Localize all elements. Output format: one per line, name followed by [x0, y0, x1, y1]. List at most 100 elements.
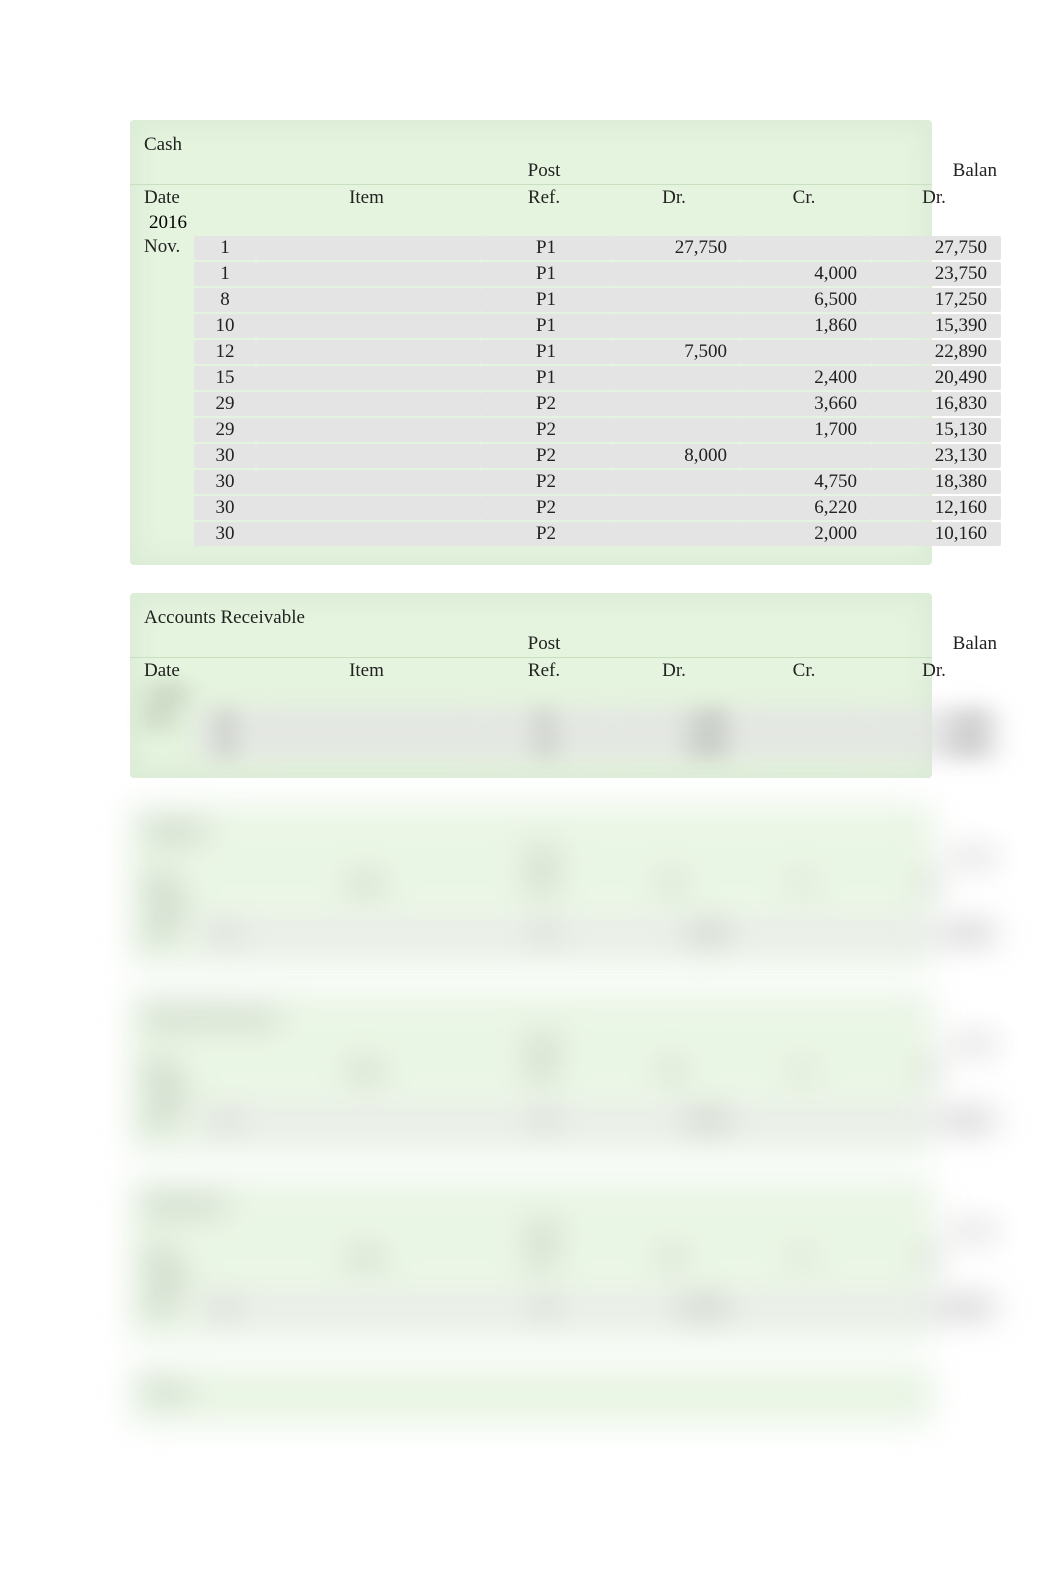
month-cell [130, 522, 192, 546]
month-cell [130, 366, 192, 390]
ledger-body: 2016Nov.10 P11,800 1,800 [130, 897, 932, 947]
day-cell: 29 [192, 392, 254, 416]
col-cr: Cr. [739, 873, 869, 895]
bal-dr-cell: 15,130 [869, 418, 999, 442]
cr-cell [739, 1296, 869, 1320]
bal-dr-cell: 18,380 [869, 470, 999, 494]
bal-dr-cell: 12,160 [869, 496, 999, 520]
col-dr-blank [609, 633, 739, 655]
col-item: Item [254, 1060, 479, 1082]
day-cell: 30 [192, 496, 254, 520]
day-cell: 30 [192, 444, 254, 468]
dr-cell: 3,000 [609, 1109, 739, 1133]
item-cell [254, 1109, 479, 1133]
table-row: 29 P2 3,66016,830 [130, 391, 932, 417]
col-date-blank [130, 160, 192, 182]
day-cell: 1 [192, 262, 254, 286]
table-row: 30 P2 6,22012,160 [130, 495, 932, 521]
day-cell: 10 [192, 922, 254, 946]
cr-cell: 2,400 [739, 366, 869, 390]
col-ref: Ref. [479, 660, 609, 682]
col-item: Item [254, 1247, 479, 1269]
table-row: 10 P1 1,86015,390 [130, 313, 932, 339]
bal-dr-cell: 10,160 [869, 522, 999, 546]
col-date: Date [130, 1247, 192, 1269]
dr-cell [609, 418, 739, 442]
month-cell [130, 496, 192, 520]
month-cell [130, 288, 192, 312]
month-cell: Nov. [130, 1109, 192, 1133]
bal-dr-cell: 16,830 [869, 392, 999, 416]
ref-cell: P1 [479, 709, 609, 733]
ref-cell: P1 [479, 262, 609, 286]
table-row: 30 P2 4,75018,380 [130, 469, 932, 495]
col-item-blank [254, 846, 479, 868]
item-cell [254, 496, 479, 520]
year-row: 2016 [130, 1084, 932, 1108]
header-row-1: PostBalan [130, 158, 932, 185]
day-cell: 30 [192, 1296, 254, 1320]
col-day-blank [192, 1220, 254, 1242]
col-post: Post [479, 1033, 609, 1055]
ledger-accounts-receivable: Accounts ReceivablePostBalanDateItemRef.… [130, 593, 932, 778]
col-balance: Balan [869, 160, 999, 182]
year-cell: 2016 [130, 898, 192, 920]
dr-cell [609, 262, 739, 286]
header-row-1: PostBalan [130, 631, 932, 658]
cr-cell: 4,750 [739, 470, 869, 494]
year-row: 2016 [130, 211, 932, 235]
table-row: 30 P28,000 23,130 [130, 443, 932, 469]
col-date: Date [130, 660, 192, 682]
month-cell [130, 340, 192, 364]
col-bal-dr: Dr. [869, 1247, 999, 1269]
col-cr-blank [739, 633, 869, 655]
cr-cell [739, 340, 869, 364]
ref-cell: P2 [479, 496, 609, 520]
bal-dr-cell: 1,000 [869, 709, 999, 733]
table-row: 15 P1 2,40020,490 [130, 365, 932, 391]
ref-cell: P2 [479, 418, 609, 442]
table-row: 1 P1 4,00023,750 [130, 261, 932, 287]
col-day-blank [192, 1247, 254, 1269]
item-cell [254, 709, 479, 733]
col-balance: Balan [869, 633, 999, 655]
day-cell: 10 [192, 314, 254, 338]
header-row-1: PostBalan [130, 1031, 932, 1058]
dr-cell: 14,000 [609, 1296, 739, 1320]
year-row: 2016 [130, 897, 932, 921]
ref-cell: P2 [479, 1296, 609, 1320]
item-cell [254, 262, 479, 286]
month-cell [130, 735, 192, 759]
ref-cell: P1 [479, 314, 609, 338]
header-row-2: DateItemRef.Dr.Cr.Dr. [130, 1245, 932, 1271]
col-item: Item [254, 660, 479, 682]
col-date: Date [130, 1060, 192, 1082]
header-row-2: DateItemRef.Dr.Cr.Dr. [130, 871, 932, 897]
col-post: Post [479, 633, 609, 655]
dr-cell [609, 314, 739, 338]
col-dr-blank [609, 160, 739, 182]
ref-cell: P2 [479, 444, 609, 468]
col-date-blank [130, 1220, 192, 1242]
col-date-blank [130, 846, 192, 868]
col-day-blank [192, 1060, 254, 1082]
bal-dr-cell: 23,130 [869, 444, 999, 468]
dr-cell [609, 470, 739, 494]
col-cr-blank [739, 160, 869, 182]
dr-cell [609, 496, 739, 520]
table-row: Nov.30 P214,000 14,000 [130, 1295, 932, 1321]
col-day-blank [192, 160, 254, 182]
col-post: Post [479, 846, 609, 868]
item-cell [254, 236, 479, 260]
year-cell: 2016 [130, 1085, 192, 1107]
col-date: Date [130, 187, 192, 209]
cr-cell [739, 735, 869, 759]
item-cell [254, 735, 479, 759]
bal-dr-cell: 20,490 [869, 366, 999, 390]
col-cr: Cr. [739, 1247, 869, 1269]
table-row: Nov.10 P13,000 3,000 [130, 1108, 932, 1134]
header-row-2: DateItemRef.Dr.Cr.Dr. [130, 1058, 932, 1084]
col-cr: Cr. [739, 1060, 869, 1082]
year-cell: 2016 [130, 212, 192, 234]
ledger-page: CashPostBalanDateItemRef.Dr.Cr.Dr.2016No… [130, 120, 932, 1423]
